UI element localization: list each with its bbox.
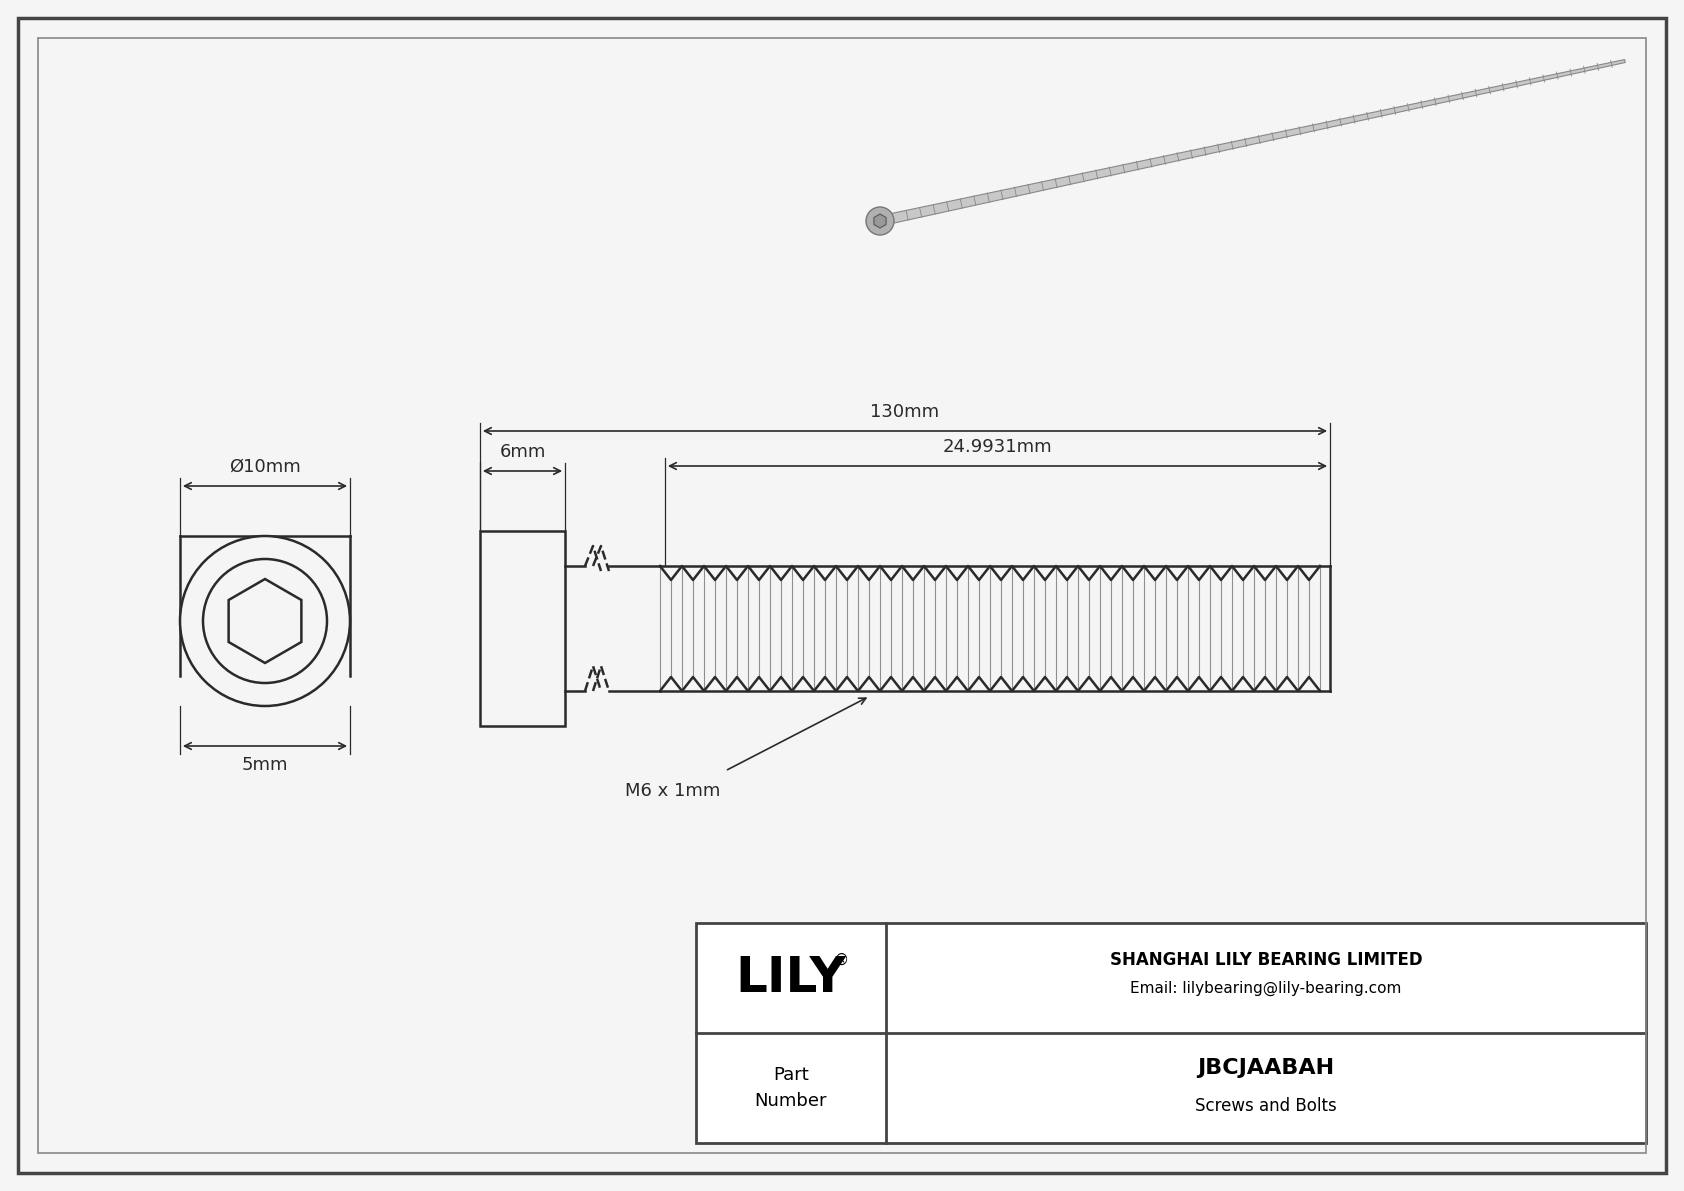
Bar <box>660 566 1330 691</box>
Text: 24.9931mm: 24.9931mm <box>943 438 1052 456</box>
Text: Email: lilybearing@lily-bearing.com: Email: lilybearing@lily-bearing.com <box>1130 980 1401 996</box>
Text: SHANGHAI LILY BEARING LIMITED: SHANGHAI LILY BEARING LIMITED <box>1110 950 1423 969</box>
Text: 5mm: 5mm <box>242 756 288 774</box>
Bar <box>695 923 1645 1143</box>
Text: 130mm: 130mm <box>871 403 940 420</box>
Text: JBCJAABAH: JBCJAABAH <box>1197 1058 1334 1078</box>
Bar <box>695 923 1645 1143</box>
Text: Part
Number: Part Number <box>754 1066 827 1110</box>
Bar <box>480 531 566 727</box>
Polygon shape <box>229 579 301 663</box>
Text: M6 x 1mm: M6 x 1mm <box>625 782 721 800</box>
Text: Ø10mm: Ø10mm <box>229 459 301 476</box>
Text: 6mm: 6mm <box>500 443 546 461</box>
Circle shape <box>866 207 894 235</box>
Polygon shape <box>874 214 886 227</box>
Text: Screws and Bolts: Screws and Bolts <box>1196 1097 1337 1115</box>
Polygon shape <box>879 60 1625 226</box>
Text: ®: ® <box>834 953 849 967</box>
Circle shape <box>180 536 350 706</box>
Text: LILY: LILY <box>736 954 847 1002</box>
